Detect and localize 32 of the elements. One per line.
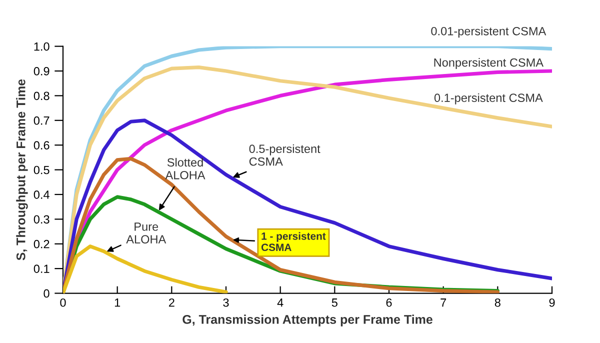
x-tick-label: 9 <box>549 298 555 307</box>
line-series <box>63 156 500 294</box>
series-label: 0.01-persistent CSMA <box>431 26 546 38</box>
y-tick-label: 0.8 <box>34 92 50 100</box>
x-axis-title: G, Transmission Attempts per Frame Time <box>182 314 432 326</box>
y-tick-label: 0.4 <box>34 190 50 199</box>
y-tick-label: 0.6 <box>34 141 50 150</box>
x-tick-label: 1 <box>114 298 120 307</box>
y-tick-label: 1.0 <box>34 42 50 51</box>
series-label: Nonpersistent CSMA <box>434 58 544 70</box>
x-tick-label: 4 <box>277 298 284 307</box>
x-tick-label: 3 <box>223 298 229 307</box>
y-axis-title: S, Throughput per Frame Time <box>16 79 28 260</box>
series-label: 0.5-persistent CSMA <box>249 144 320 166</box>
series-label: 1 - persistent CSMA <box>261 232 326 252</box>
y-tick-label: 0.7 <box>34 116 50 125</box>
x-tick-label: 7 <box>440 298 446 307</box>
y-tick-label: 0 <box>44 289 50 298</box>
y-tick-label: 0.1 <box>34 264 50 273</box>
line-series <box>63 244 228 294</box>
x-tick-label: 8 <box>494 298 500 307</box>
y-tick-label: 0.5 <box>34 166 50 174</box>
x-tick-label: 0 <box>60 298 66 307</box>
text: Slotted ALOHA <box>165 158 206 180</box>
y-tick-label: 0.3 <box>34 215 50 224</box>
series-label: 0.1-persistent CSMA <box>434 93 543 104</box>
y-tick-label: 0.2 <box>34 240 50 248</box>
x-tick-label: 6 <box>386 298 392 307</box>
x-tick-label: 5 <box>332 298 338 307</box>
series-label: Pure ALOHA <box>126 222 166 244</box>
y-tick-label: 0.9 <box>34 67 50 76</box>
x-tick-label: 2 <box>168 298 174 307</box>
